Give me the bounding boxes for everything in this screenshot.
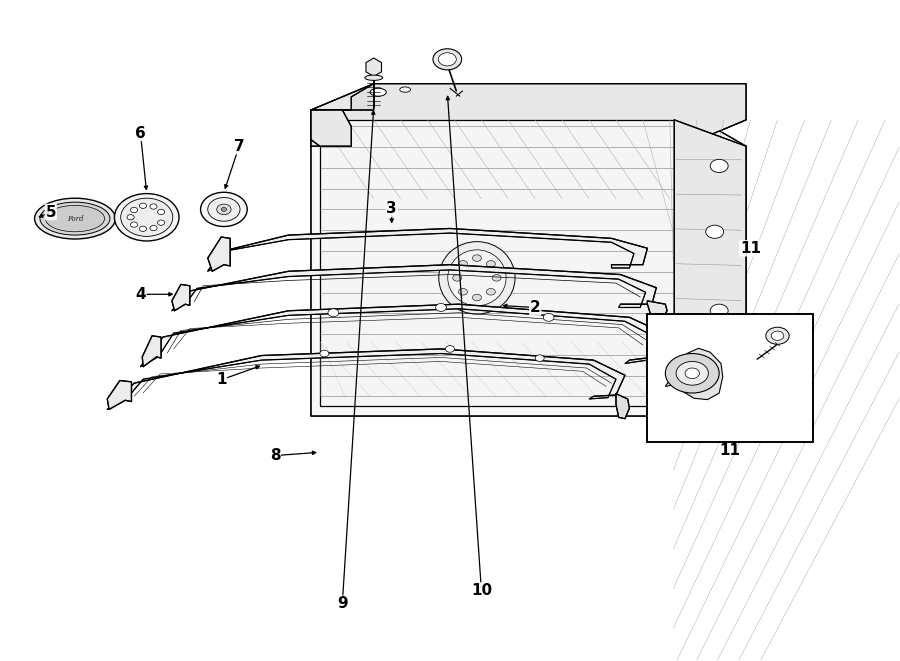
- Polygon shape: [208, 229, 647, 271]
- Circle shape: [665, 354, 719, 393]
- Circle shape: [328, 309, 338, 317]
- Circle shape: [458, 288, 467, 295]
- Text: 11: 11: [719, 443, 741, 458]
- Polygon shape: [674, 120, 746, 416]
- Text: Ford: Ford: [67, 215, 84, 223]
- Polygon shape: [172, 284, 190, 311]
- Polygon shape: [310, 84, 746, 146]
- Circle shape: [536, 355, 544, 362]
- Text: 3: 3: [386, 201, 397, 216]
- Circle shape: [771, 331, 784, 340]
- Circle shape: [446, 346, 454, 352]
- Circle shape: [217, 204, 231, 215]
- Ellipse shape: [439, 242, 515, 314]
- Circle shape: [158, 220, 165, 225]
- Text: 2: 2: [530, 300, 541, 315]
- Circle shape: [486, 260, 495, 267]
- Circle shape: [150, 204, 158, 209]
- Circle shape: [433, 49, 462, 70]
- Text: 8: 8: [270, 448, 281, 463]
- Polygon shape: [310, 110, 746, 416]
- Polygon shape: [310, 84, 374, 110]
- Circle shape: [472, 294, 482, 301]
- Circle shape: [492, 274, 501, 281]
- Circle shape: [158, 210, 165, 215]
- Ellipse shape: [448, 250, 506, 306]
- Polygon shape: [142, 336, 161, 367]
- Polygon shape: [172, 264, 656, 311]
- Text: 6: 6: [135, 126, 146, 141]
- Circle shape: [453, 274, 462, 281]
- Ellipse shape: [114, 194, 179, 241]
- Circle shape: [685, 368, 699, 379]
- Ellipse shape: [34, 198, 115, 239]
- FancyBboxPatch shape: [647, 314, 814, 442]
- Circle shape: [140, 203, 147, 208]
- Circle shape: [458, 260, 467, 267]
- Ellipse shape: [370, 89, 386, 96]
- Text: 5: 5: [45, 204, 56, 219]
- Circle shape: [710, 159, 728, 173]
- Circle shape: [676, 362, 708, 385]
- Polygon shape: [665, 348, 723, 400]
- Circle shape: [710, 304, 728, 317]
- Circle shape: [438, 53, 456, 66]
- Text: 1: 1: [216, 372, 227, 387]
- Circle shape: [436, 303, 446, 311]
- Polygon shape: [140, 304, 665, 367]
- Circle shape: [130, 222, 138, 227]
- Polygon shape: [107, 381, 131, 409]
- Circle shape: [130, 208, 138, 213]
- Polygon shape: [647, 301, 667, 321]
- Text: 10: 10: [471, 583, 492, 598]
- Ellipse shape: [40, 202, 110, 235]
- Ellipse shape: [45, 206, 104, 232]
- Circle shape: [320, 350, 328, 357]
- Polygon shape: [366, 58, 382, 77]
- Polygon shape: [616, 394, 629, 418]
- Polygon shape: [107, 349, 625, 409]
- Circle shape: [127, 215, 134, 220]
- Circle shape: [201, 192, 248, 227]
- Ellipse shape: [121, 198, 173, 237]
- Polygon shape: [674, 416, 746, 436]
- Circle shape: [150, 225, 158, 231]
- Polygon shape: [656, 353, 672, 378]
- Text: 11: 11: [740, 241, 761, 256]
- Ellipse shape: [400, 87, 410, 93]
- Circle shape: [472, 254, 482, 261]
- Circle shape: [706, 225, 724, 239]
- Text: 4: 4: [135, 287, 146, 302]
- Polygon shape: [310, 84, 746, 146]
- Polygon shape: [208, 237, 230, 271]
- Circle shape: [140, 226, 147, 231]
- Polygon shape: [310, 110, 351, 146]
- Circle shape: [766, 327, 789, 344]
- Ellipse shape: [364, 75, 382, 81]
- Polygon shape: [320, 120, 674, 407]
- Circle shape: [208, 198, 240, 221]
- Text: 7: 7: [234, 139, 245, 154]
- Circle shape: [486, 288, 495, 295]
- Text: 9: 9: [337, 596, 347, 611]
- Circle shape: [221, 208, 227, 212]
- Circle shape: [544, 313, 554, 321]
